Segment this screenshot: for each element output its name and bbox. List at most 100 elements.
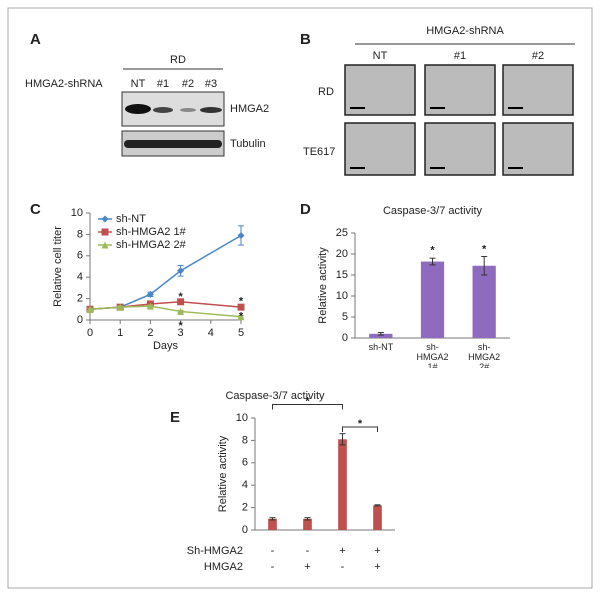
annotation: * (430, 245, 435, 257)
bracket (342, 426, 378, 432)
x-tick-label: sh-HMGA2 2# (468, 342, 501, 368)
y-tick-label: 2 (242, 502, 248, 514)
legend-label: sh-HMGA2 2# (116, 239, 187, 251)
marker (146, 302, 154, 310)
annotation: * (178, 291, 183, 303)
y-tick-label: 0 (242, 524, 248, 536)
blot (121, 91, 225, 157)
x-tick-label: sh-NT (368, 342, 394, 352)
bracket (272, 404, 343, 410)
x-tick-label: 3 (178, 327, 184, 339)
marker (101, 241, 109, 249)
x-tick-label: sh-HMGA2 1# (416, 342, 449, 368)
y-tick-label: 25 (336, 227, 348, 239)
bracket-label: * (358, 418, 363, 430)
condition-label: HMGA2 (204, 561, 243, 573)
y-tick-label: 6 (242, 457, 248, 469)
y-tick-label: 0 (77, 314, 83, 326)
condition-sign: + (374, 545, 380, 557)
x-axis-label: Days (153, 340, 179, 352)
panel-label: B (300, 31, 311, 48)
band-label: Tubulin (230, 138, 266, 150)
marker (237, 303, 245, 311)
y-tick-label: 8 (242, 434, 248, 446)
x-tick-label: 0 (87, 327, 93, 339)
condition-sign: - (341, 561, 345, 573)
x-tick-label-box: sh-HMGA2 2# (468, 342, 501, 368)
bar (373, 505, 382, 530)
chart-title: Caspase-3/7 activity (225, 390, 325, 402)
lane-label: NT (131, 78, 146, 90)
series-line (89, 305, 242, 318)
x-tick-label-box: sh-NT (368, 342, 394, 352)
row-label: HMGA2-shRNA (25, 78, 103, 90)
marker (237, 313, 245, 321)
y-tick-label: 6 (77, 250, 83, 262)
condition-sign: + (339, 545, 345, 557)
panel-label: E (170, 409, 180, 426)
bar (338, 439, 347, 530)
marker (177, 298, 185, 306)
bar (420, 261, 445, 338)
column-label: NT (373, 50, 388, 62)
x-tick-label: 5 (238, 327, 244, 339)
condition-label: Sh-HMGA2 (187, 545, 243, 557)
y-tick-label: 10 (236, 412, 248, 424)
y-tick-label: 8 (77, 228, 83, 240)
lane-label: #1 (157, 78, 169, 90)
bracket-label: * (305, 395, 310, 407)
annotation: * (239, 296, 244, 308)
x-tick-label-box: sh-HMGA2 1# (416, 342, 449, 368)
legend-label: sh-NT (116, 213, 146, 225)
y-tick-label: 5 (342, 311, 348, 323)
y-tick-label: 4 (242, 479, 248, 491)
row-label: RD (318, 86, 334, 98)
y-tick-label: 4 (77, 271, 83, 283)
frame (7, 7, 593, 589)
column-label: #1 (454, 50, 466, 62)
band-label: HMGA2 (230, 103, 269, 115)
x-tick-label: 1 (117, 327, 123, 339)
micrographs (344, 64, 574, 176)
lane-label: #3 (205, 78, 217, 90)
annotation: * (482, 243, 487, 255)
y-tick-label: 15 (336, 269, 348, 281)
y-axis-label: Relative cell titer (52, 226, 64, 307)
row-label: TE617 (303, 146, 335, 158)
marker (237, 231, 245, 239)
marker (177, 307, 185, 315)
marker (86, 305, 94, 313)
condition-sign: + (304, 561, 310, 573)
condition-sign: - (271, 561, 275, 573)
condition-sign: + (374, 561, 380, 573)
bar (268, 518, 277, 530)
y-axis-label: Relative activity (317, 247, 329, 324)
panel-label: A (30, 31, 41, 48)
bar (369, 333, 393, 338)
y-tick-label: 0 (342, 332, 348, 344)
chart-title: Caspase-3/7 activity (383, 205, 483, 217)
marker (116, 303, 124, 311)
column-label: #2 (532, 50, 544, 62)
condition-sign: - (271, 545, 275, 557)
x-tick-label: 2 (147, 327, 153, 339)
marker (101, 215, 109, 223)
y-tick-label: 10 (71, 207, 83, 219)
lane-label: #2 (182, 78, 194, 90)
marker (177, 267, 185, 275)
header: HMGA2-shRNA (426, 25, 504, 37)
y-tick-label: 20 (336, 248, 348, 260)
y-tick-label: 2 (77, 293, 83, 305)
panel-label: D (300, 201, 311, 218)
legend-label: sh-HMGA2 1# (116, 226, 187, 238)
annotation: * (239, 310, 244, 322)
bar (303, 518, 312, 530)
y-axis-label: Relative activity (217, 435, 229, 512)
annotation: * (178, 320, 183, 332)
marker (146, 290, 154, 298)
panel-label: C (30, 201, 41, 218)
condition-sign: - (306, 545, 310, 557)
marker (101, 228, 109, 236)
x-tick-label: 4 (208, 327, 214, 339)
